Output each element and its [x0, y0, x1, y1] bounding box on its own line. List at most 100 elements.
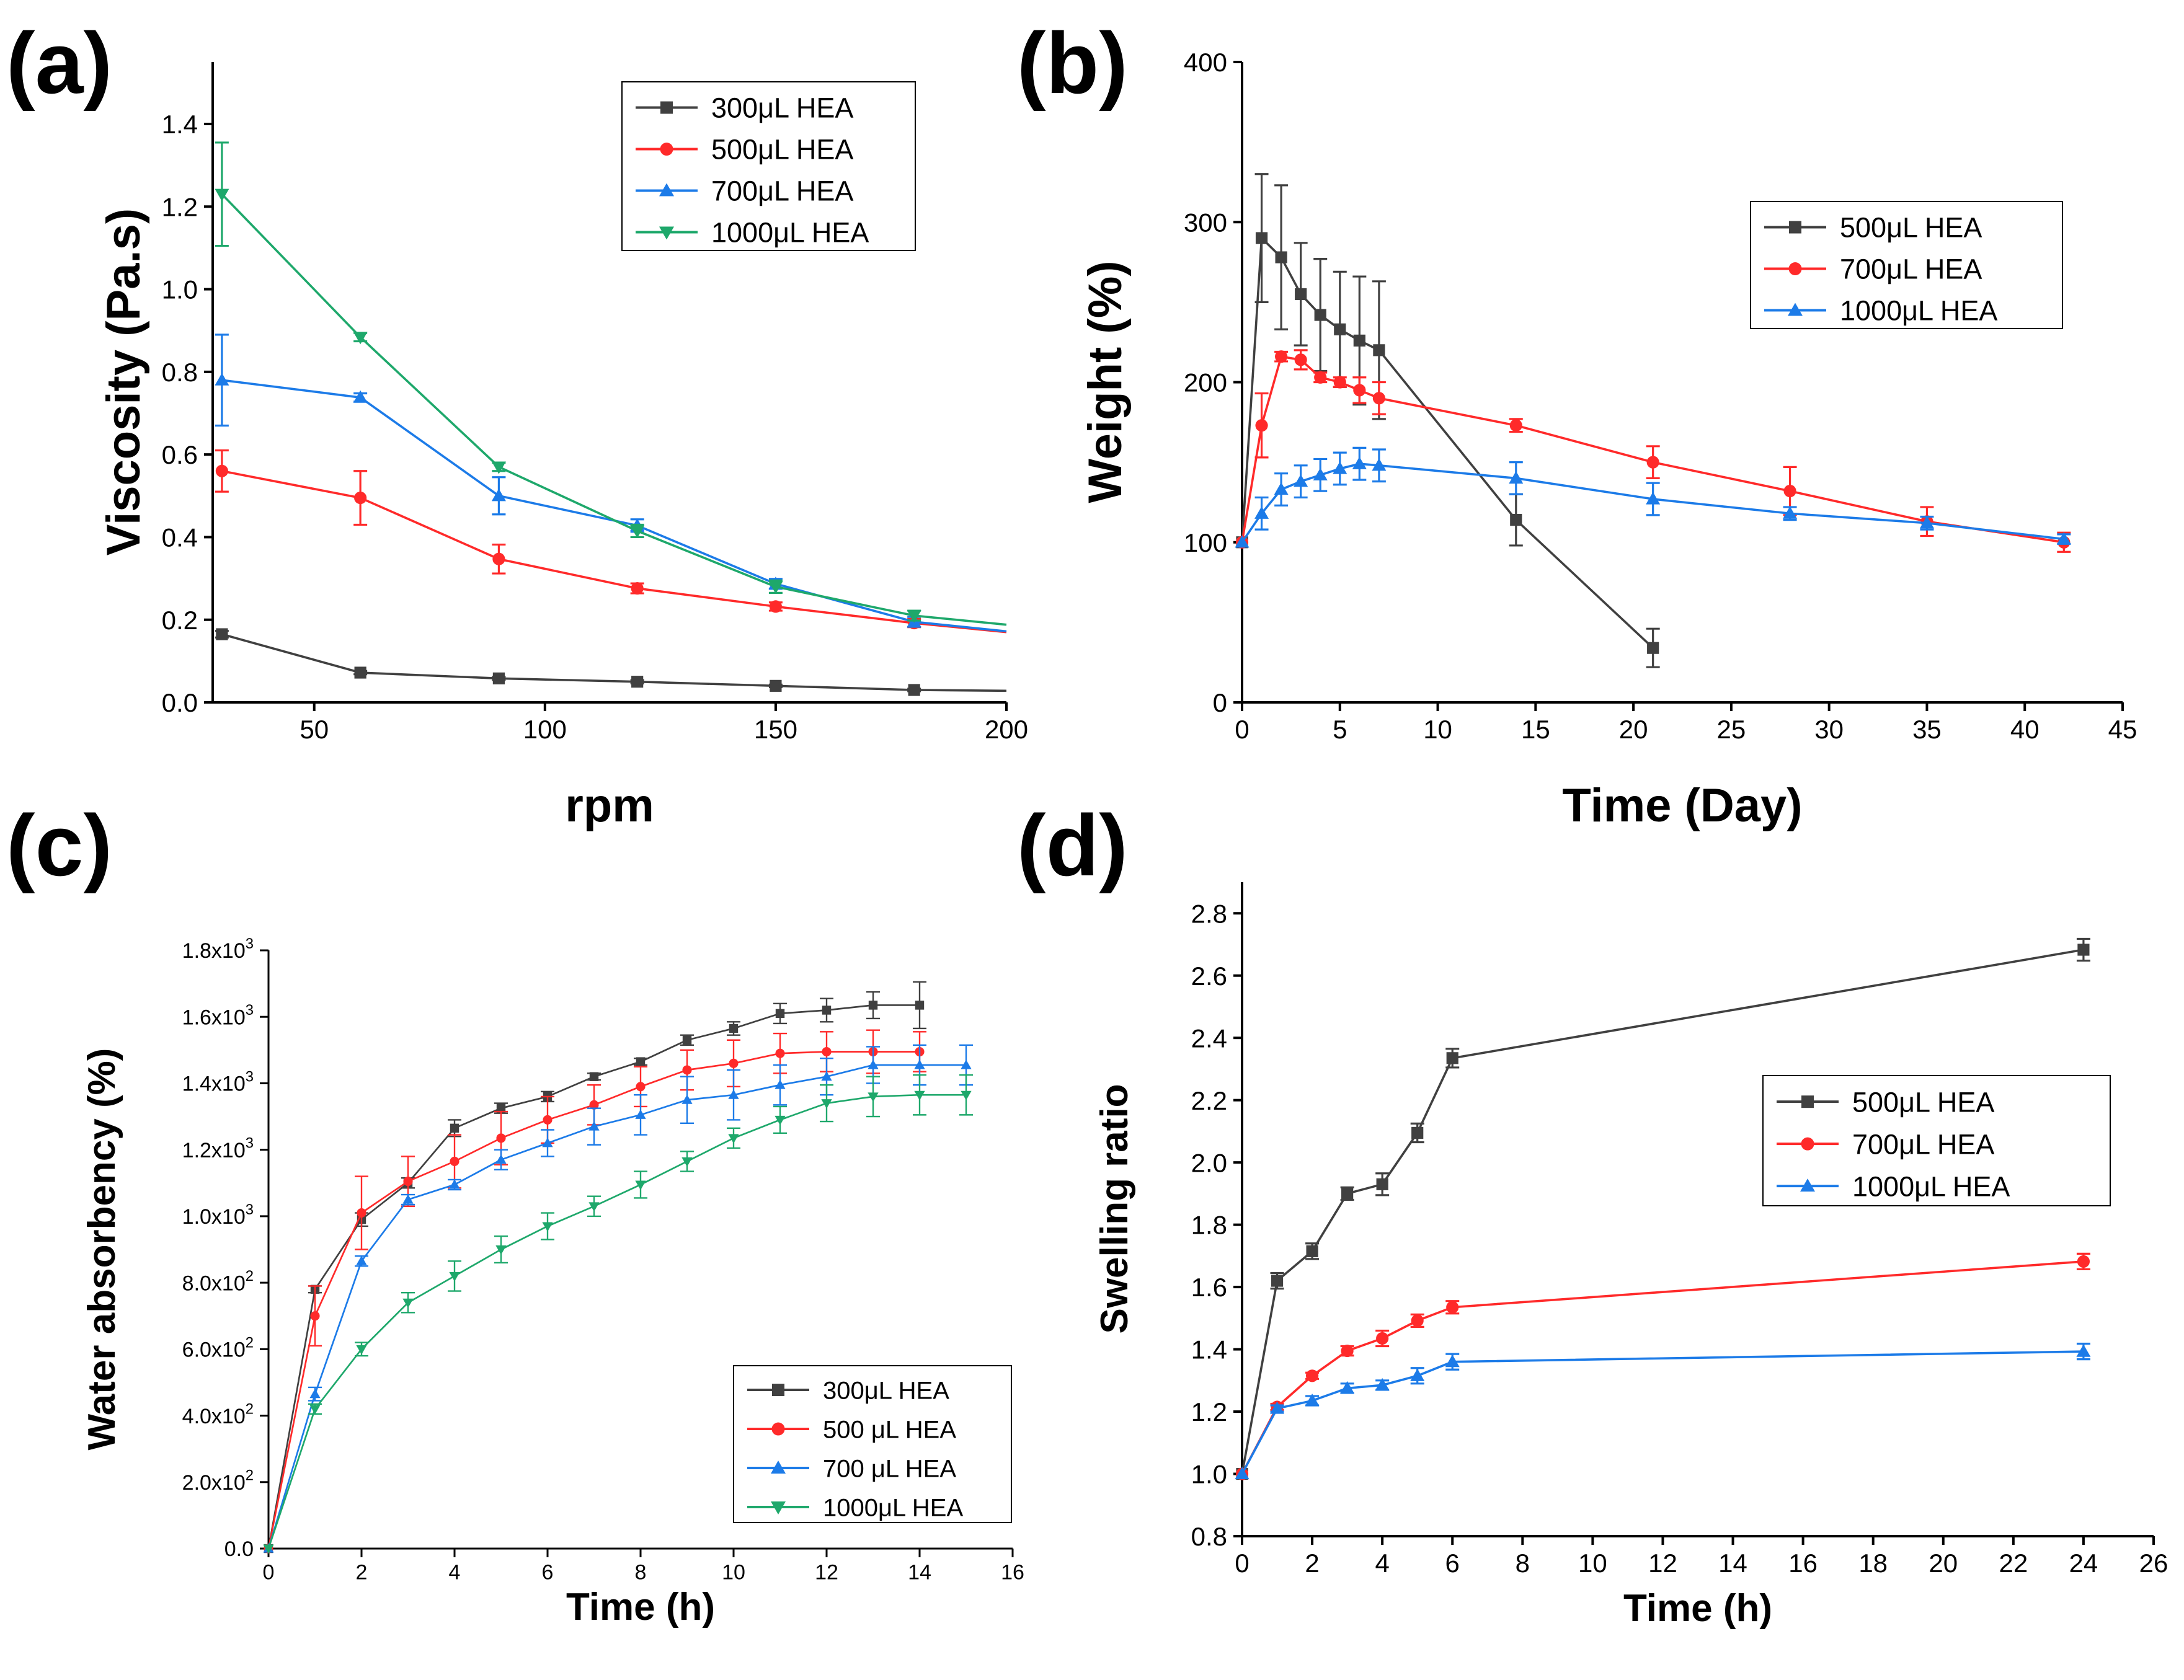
data-point: [1255, 232, 1268, 244]
data-point: [682, 1065, 692, 1075]
legend-marker: [771, 1461, 786, 1474]
y-axis-title: Viscosity (Pa.s): [97, 208, 150, 555]
data-point: [263, 1544, 274, 1554]
x-tick-label: 30: [1814, 715, 1844, 744]
x-tick-label: 26: [2139, 1549, 2168, 1578]
y-axis-title: Water absorbency (%): [81, 1048, 123, 1451]
data-point: [1275, 251, 1287, 263]
y-tick-label: 0.0: [224, 1537, 254, 1561]
data-point: [1235, 535, 1250, 548]
data-point: [635, 1109, 646, 1119]
data-point: [353, 390, 368, 403]
data-point: [1313, 467, 1328, 480]
x-tick-label: 150: [754, 715, 797, 744]
data-point: [1275, 350, 1288, 363]
panel-letter: (a): [6, 14, 112, 112]
x-tick-label: 4: [1375, 1549, 1389, 1578]
legend-marker: [659, 183, 674, 197]
x-tick-label: 2: [1305, 1549, 1319, 1578]
legend-label: 700μL HEA: [1840, 254, 1982, 285]
data-point: [1294, 474, 1308, 487]
legend-marker: [659, 226, 674, 240]
data-point: [2056, 532, 2071, 545]
data-point: [1314, 309, 1326, 321]
data-point: [542, 1222, 553, 1232]
series-line: [1241, 237, 1654, 649]
data-point: [353, 332, 368, 345]
y-tick-label: 1.8x103: [182, 935, 254, 963]
series-line: [1241, 1350, 2084, 1475]
series-line: [1241, 1260, 2084, 1475]
legend-label: 300μL HEA: [711, 92, 853, 124]
data-point: [1254, 506, 1269, 519]
legend-label: 1000μL HEA: [823, 1494, 963, 1521]
data-point: [1306, 1245, 1318, 1257]
y-tick-label: 2.4: [1191, 1023, 1227, 1053]
data-point: [914, 1090, 925, 1100]
data-point: [822, 1006, 832, 1015]
data-point: [1646, 456, 1659, 469]
data-point: [1509, 471, 1524, 484]
data-point: [822, 1046, 832, 1057]
data-point: [403, 1177, 413, 1187]
data-point: [868, 1059, 879, 1069]
data-point: [728, 1134, 739, 1144]
x-tick-label: 200: [985, 715, 1028, 744]
x-tick-label: 4: [449, 1561, 461, 1585]
legend-label: 700μL HEA: [711, 175, 853, 207]
legend-label: 1000μL HEA: [1852, 1170, 2010, 1202]
data-point: [495, 1245, 507, 1255]
data-point: [542, 1138, 553, 1147]
data-point: [1341, 1187, 1354, 1200]
data-point: [908, 684, 920, 696]
y-tick-label: 0.8: [162, 358, 198, 387]
data-point: [1353, 384, 1366, 397]
legend-label: 700μL HEA: [1852, 1128, 1994, 1160]
data-point: [1375, 1377, 1390, 1390]
legend-marker: [660, 143, 673, 156]
data-point: [1271, 1275, 1284, 1287]
data-point: [215, 188, 229, 201]
data-point: [310, 1311, 320, 1321]
x-tick-label: 16: [1788, 1549, 1818, 1578]
legend-box: [1762, 1075, 2111, 1206]
legend: 300μL HEA 500 μL HEA 700 μL HEA 1000μL HEA: [733, 1365, 1012, 1523]
data-point: [630, 525, 645, 538]
data-point: [1509, 419, 1522, 432]
data-point: [588, 1121, 600, 1131]
data-point: [2076, 1344, 2091, 1357]
legend-label: 500μL HEA: [711, 134, 853, 166]
data-point: [729, 1058, 739, 1068]
data-point: [1333, 461, 1347, 474]
x-tick-label: 100: [523, 715, 567, 744]
data-point: [496, 1103, 506, 1113]
data-point: [1376, 1332, 1389, 1345]
data-point: [681, 1157, 693, 1167]
y-tick-label: 4.0x102: [182, 1400, 254, 1428]
panel-letter: (c): [6, 797, 112, 894]
x-tick-label: 6: [542, 1561, 554, 1585]
y-tick-label: 1.2: [162, 192, 198, 221]
y-tick-label: 1.6x103: [182, 1002, 254, 1029]
x-axis-title: Time (h): [566, 1586, 715, 1629]
data-point: [775, 1048, 785, 1058]
data-point: [491, 461, 506, 474]
data-point: [682, 1035, 692, 1045]
y-tick-label: 1.0x103: [182, 1201, 254, 1229]
data-point: [681, 1094, 693, 1104]
data-point: [215, 464, 228, 477]
y-tick-label: 0.2: [162, 606, 198, 635]
legend-label: 500μL HEA: [1852, 1086, 1994, 1118]
x-tick-label: 50: [300, 715, 329, 744]
legend-label: 1000μL HEA: [711, 217, 869, 249]
data-point: [636, 1057, 646, 1066]
legend-label: 1000μL HEA: [1840, 295, 1997, 327]
x-tick-label: 12: [815, 1561, 838, 1585]
series-line: [267, 1094, 966, 1549]
data-point: [821, 1099, 832, 1109]
x-tick-label: 25: [1717, 715, 1746, 744]
series-1: [1236, 937, 2090, 1480]
y-tick-label: 2.2: [1191, 1086, 1227, 1115]
legend-marker: [1801, 1137, 1814, 1151]
data-point: [1373, 344, 1385, 356]
